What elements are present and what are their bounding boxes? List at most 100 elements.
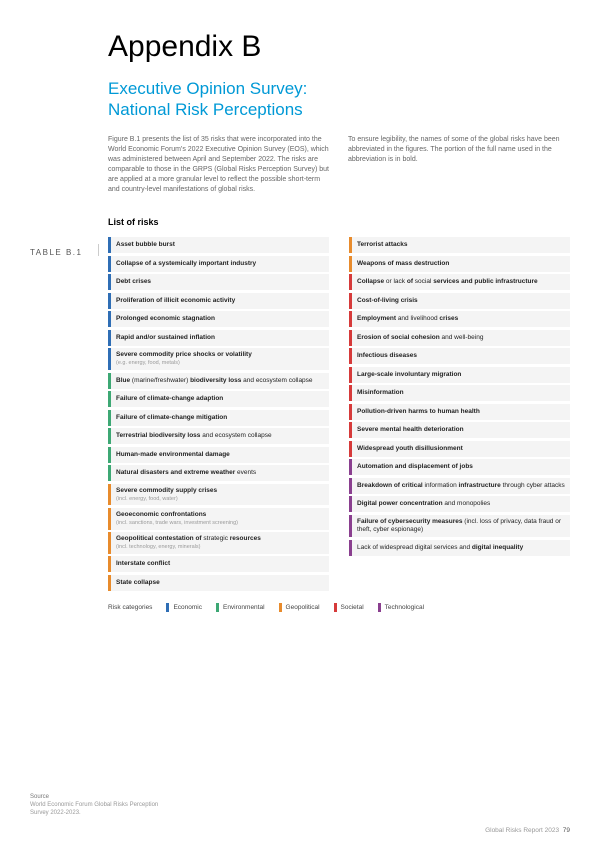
category-bar	[108, 373, 111, 389]
risk-item: Human-made environmental damage	[108, 447, 329, 463]
intro-columns: Figure B.1 presents the list of 35 risks…	[108, 135, 570, 196]
legend-text: Geopolitical	[286, 604, 320, 611]
risk-item: Severe commodity supply crises(incl. ene…	[108, 484, 329, 506]
risk-item: Blue (marine/freshwater) biodiversity lo…	[108, 373, 329, 389]
risk-item: Automation and displacement of jobs	[349, 459, 570, 475]
risk-item: Debt crises	[108, 274, 329, 290]
category-bar	[349, 422, 352, 438]
source-text: World Economic Forum Global Risks Percep…	[30, 802, 170, 818]
risk-text: Pollution-driven harms to human health	[357, 408, 565, 416]
risk-item: Lack of widespread digital services and …	[349, 540, 570, 556]
risk-item: Weapons of mass destruction	[349, 256, 570, 272]
risk-text: Misinformation	[357, 389, 565, 397]
risk-subtext: (e.g. energy, food, metals)	[116, 360, 324, 367]
risk-item: Terrestrial biodiversity loss and ecosys…	[108, 428, 329, 444]
risk-text: Failure of cybersecurity measures (incl.…	[357, 518, 565, 534]
risk-item: Asset bubble burst	[108, 237, 329, 253]
risk-item: Pollution-driven harms to human health	[349, 404, 570, 420]
risk-text: Weapons of mass destruction	[357, 260, 565, 268]
risk-text: Severe commodity price shocks or volatil…	[116, 351, 324, 359]
risk-item: Misinformation	[349, 385, 570, 401]
risk-item: Rapid and/or sustained inflation	[108, 330, 329, 346]
category-bar	[108, 311, 111, 327]
legend-swatch	[378, 603, 381, 612]
category-bar	[349, 367, 352, 383]
risk-text: Debt crises	[116, 278, 324, 286]
risk-text: Geoeconomic confrontations	[116, 511, 324, 519]
risk-text: Interstate conflict	[116, 560, 324, 568]
risk-column-left: Asset bubble burst Collapse of a systemic…	[108, 237, 329, 590]
category-bar	[108, 508, 111, 530]
table-label: TABLE B.1	[30, 248, 82, 257]
category-bar	[108, 447, 111, 463]
risk-item: Proliferation of illicit economic activi…	[108, 293, 329, 309]
page-subtitle: Executive Opinion Survey: National Risk …	[108, 78, 570, 121]
risk-item: Infectious diseases	[349, 348, 570, 364]
legend-label: Risk categories	[108, 604, 152, 611]
risk-item: Erosion of social cohesion and well-bein…	[349, 330, 570, 346]
risk-text: Widespread youth disillusionment	[357, 445, 565, 453]
category-bar	[349, 256, 352, 272]
category-bar	[108, 274, 111, 290]
subtitle-line-1: Executive Opinion Survey:	[108, 79, 307, 98]
category-bar	[349, 515, 352, 537]
category-bar	[108, 348, 111, 370]
legend-text: Environmental	[223, 604, 265, 611]
risk-text: Breakdown of critical information infras…	[357, 482, 565, 490]
legend-text: Societal	[341, 604, 364, 611]
category-bar	[108, 293, 111, 309]
category-bar	[108, 256, 111, 272]
category-bar	[108, 484, 111, 506]
risk-text: Large-scale involuntary migration	[357, 371, 565, 379]
risk-text: Terrestrial biodiversity loss and ecosys…	[116, 432, 324, 440]
risk-text: Natural disasters and extreme weather ev…	[116, 469, 324, 477]
risk-subtext: (incl. technology, energy, minerals)	[116, 544, 324, 551]
risk-text: State collapse	[116, 579, 324, 587]
risk-item: Failure of cybersecurity measures (incl.…	[349, 515, 570, 537]
risk-text: Terrorist attacks	[357, 241, 565, 249]
category-bar	[349, 540, 352, 556]
category-bar	[108, 575, 111, 591]
risk-item: Digital power concentration and monopoli…	[349, 496, 570, 512]
risk-text: Geopolitical contestation of strategic r…	[116, 535, 324, 543]
category-bar	[349, 330, 352, 346]
intro-right: To ensure legibility, the names of some …	[348, 135, 570, 196]
legend-swatch	[334, 603, 337, 612]
category-bar	[108, 532, 111, 554]
risk-text: Infectious diseases	[357, 352, 565, 360]
risk-text: Erosion of social cohesion and well-bein…	[357, 334, 565, 342]
category-bar	[349, 441, 352, 457]
category-bar	[349, 385, 352, 401]
risk-item: Employment and livelihood crises	[349, 311, 570, 327]
risk-text: Cost-of-living crisis	[357, 297, 565, 305]
source-heading: Source	[30, 794, 170, 802]
risk-item: Cost-of-living crisis	[349, 293, 570, 309]
risk-item: Geopolitical contestation of strategic r…	[108, 532, 329, 554]
legend-text: Technological	[385, 604, 424, 611]
legend-item: Societal	[334, 603, 364, 612]
risk-text: Digital power concentration and monopoli…	[357, 500, 565, 508]
category-bar	[349, 496, 352, 512]
legend-swatch	[166, 603, 169, 612]
risk-text: Collapse of a systemically important ind…	[116, 260, 324, 268]
risk-item: Large-scale involuntary migration	[349, 367, 570, 383]
risk-subtext: (incl. sanctions, trade wars, investment…	[116, 520, 324, 527]
risk-item: Failure of climate-change adaption	[108, 391, 329, 407]
legend-text: Economic	[173, 604, 202, 611]
risk-item: Severe commodity price shocks or volatil…	[108, 348, 329, 370]
risk-text: Severe commodity supply crises	[116, 487, 324, 495]
risk-subtext: (incl. energy, food, water)	[116, 496, 324, 503]
legend-item: Economic	[166, 603, 202, 612]
category-bar	[349, 459, 352, 475]
footer-text: Global Risks Report 2023	[485, 827, 559, 834]
risk-item: Failure of climate-change mitigation	[108, 410, 329, 426]
category-bar	[349, 348, 352, 364]
legend-item: Technological	[378, 603, 424, 612]
risk-text: Human-made environmental damage	[116, 451, 324, 459]
category-bar	[108, 391, 111, 407]
category-bar	[108, 330, 111, 346]
risk-text: Failure of climate-change adaption	[116, 395, 324, 403]
table-label-separator	[98, 244, 99, 256]
category-bar	[108, 428, 111, 444]
category-bar	[349, 293, 352, 309]
